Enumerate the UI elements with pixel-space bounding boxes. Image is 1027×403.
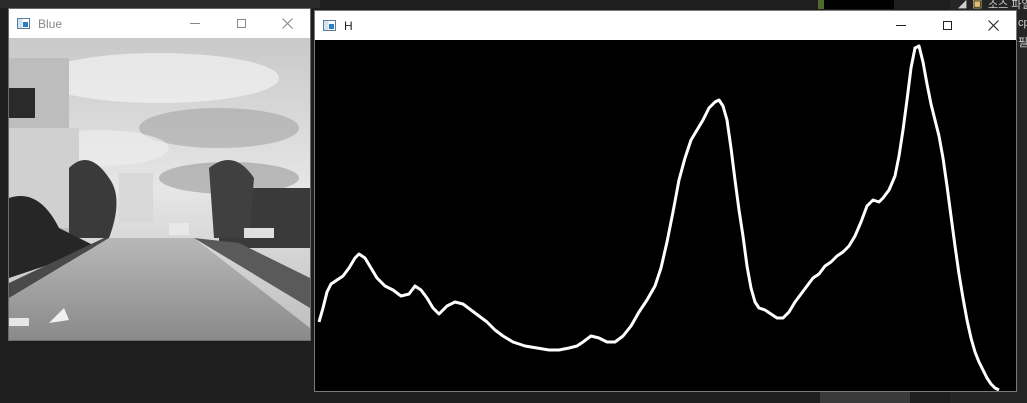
tree-item-label[interactable]: 소스 파일 (988, 0, 1027, 11)
desktop-strip-top-left (0, 0, 320, 8)
folder-icon: ▣ (972, 0, 983, 10)
desktop-black-block (824, 0, 894, 9)
close-button[interactable] (970, 11, 1016, 40)
street-scene-image (9, 38, 310, 340)
minimize-icon (190, 23, 200, 24)
histogram-window-titlebar[interactable]: H (315, 11, 1016, 40)
close-icon (281, 18, 293, 29)
tree-fragment-2: 필 (1018, 37, 1027, 49)
desktop-strip-bottom (0, 392, 1027, 403)
histogram-window[interactable]: H (314, 10, 1017, 392)
window-title: Blue (38, 16, 63, 31)
maximize-icon (942, 21, 952, 30)
app-icon (17, 18, 30, 29)
minimize-button[interactable] (172, 9, 218, 38)
maximize-button[interactable] (218, 9, 264, 38)
app-icon (323, 20, 336, 31)
minimize-button[interactable] (878, 11, 924, 40)
desktop-strip-bottom-right (820, 392, 910, 403)
tree-fragment-1: cp (1018, 17, 1027, 29)
histogram-curve (317, 44, 1000, 391)
desktop-accent-bar (818, 0, 824, 9)
tree-expand-icon[interactable]: ◢ (958, 0, 967, 10)
close-button[interactable] (264, 9, 310, 38)
histogram-plot (317, 44, 1000, 391)
grayscale-photo (9, 38, 310, 340)
minimize-icon (896, 25, 906, 26)
close-icon (987, 20, 999, 31)
maximize-button[interactable] (924, 11, 970, 40)
histogram-canvas (315, 40, 1016, 391)
blue-image-window[interactable]: Blue (8, 8, 311, 341)
blue-window-titlebar[interactable]: Blue (9, 9, 310, 38)
maximize-icon (236, 19, 246, 28)
window-title: H (344, 18, 353, 33)
